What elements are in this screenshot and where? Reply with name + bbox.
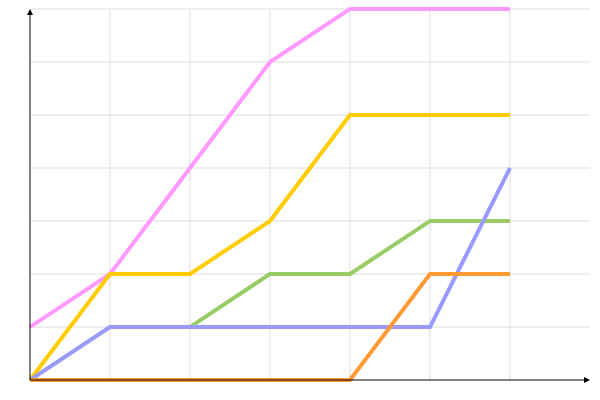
series-line-4 (28, 167, 512, 382)
axes (27, 9, 590, 383)
x-axis-arrow-icon (584, 377, 590, 383)
series-line-2 (28, 113, 510, 382)
grid (30, 8, 590, 380)
y-axis-arrow-icon (27, 9, 33, 15)
